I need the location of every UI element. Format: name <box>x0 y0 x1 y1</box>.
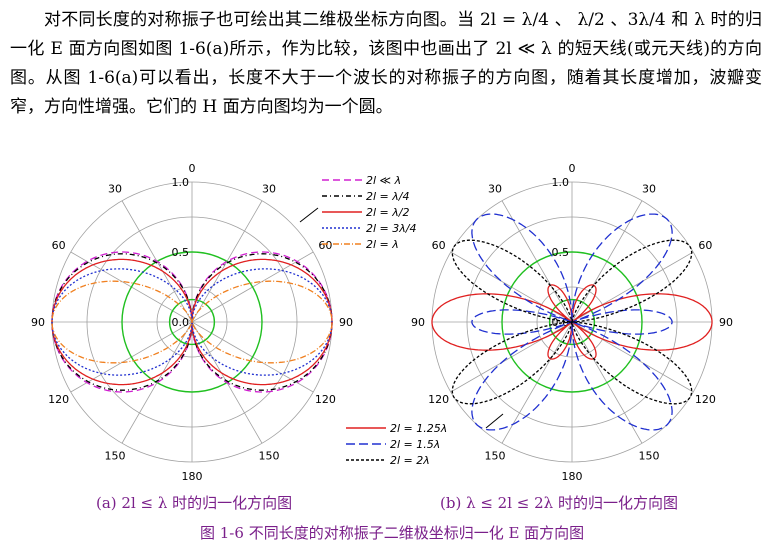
radius-tick-label: 0.0 <box>172 316 190 329</box>
green-reference-circle <box>501 251 643 393</box>
caption-b: (b) λ ≤ 2l ≤ 2λ 时的归一化方向图 <box>440 494 678 512</box>
angle-tick-label: 30 <box>108 183 122 196</box>
angle-tick-label: 30 <box>642 183 656 196</box>
angle-tick-label: 60 <box>432 239 446 252</box>
legend-pointer <box>299 207 319 223</box>
angle-tick-label: 60 <box>698 239 712 252</box>
body-paragraph: 对不同长度的对称振子也可绘出其二维极坐标方向图。当 2l = λ/4 、 λ/2… <box>10 6 762 122</box>
legend-entry: 2l = λ/4 <box>366 190 409 203</box>
angle-tick-label: 90 <box>339 316 353 329</box>
figure-area: 0 30 60 90 120 150 180 150 120 90 60 30 0.0 0.5 1.0 0 3… <box>0 160 771 551</box>
legend-entry: 2l = λ <box>366 238 399 251</box>
legend-entry: 2l = 1.5λ <box>390 438 440 451</box>
caption-a: (a) 2l ≤ λ 时的归一化方向图 <box>96 494 293 512</box>
legend-a: 2l ≪ λ 2l = λ/4 2l = λ/2 2l = 3λ/4 2l = λ <box>299 174 416 251</box>
angle-tick-label: 90 <box>31 316 45 329</box>
polar-figures: 0 30 60 90 120 150 180 150 120 90 60 30 0.0 0.5 1.0 0 3… <box>31 162 733 483</box>
radius-tick-label: 0.5 <box>172 246 190 259</box>
angle-tick-label: 120 <box>428 393 449 406</box>
radius-tick-label: 1.0 <box>172 176 190 189</box>
angle-tick-label: 0 <box>189 162 196 175</box>
legend-entry: 2l = 2λ <box>390 454 430 467</box>
legend-entry: 2l = 1.25λ <box>390 422 447 435</box>
legend-b: 2l = 1.25λ 2l = 1.5λ 2l = 2λ <box>346 413 504 467</box>
paragraph-text: 对不同长度的对称振子也可绘出其二维极坐标方向图。当 2l = λ/4 、 λ/2… <box>10 10 762 117</box>
legend-entry: 2l = λ/2 <box>366 206 409 219</box>
angle-tick-label: 90 <box>719 316 733 329</box>
angle-tick-label: 150 <box>485 449 506 462</box>
angle-tick-label: 180 <box>562 470 583 483</box>
angle-tick-label: 150 <box>259 449 280 462</box>
green-reference-circle <box>121 251 263 393</box>
polar-plot-a: 0 30 60 90 120 150 180 150 120 90 60 30 0.0 0.5 1.0 <box>31 162 353 483</box>
pattern-2-wave <box>451 239 693 405</box>
angle-tick-label: 120 <box>48 393 69 406</box>
angle-tick-label: 150 <box>105 449 126 462</box>
figure-caption: 图 1-6 不同长度的对称振子二维极坐标归一化 E 面方向图 <box>200 524 585 542</box>
green-small-circle <box>548 298 596 346</box>
angle-tick-label: 30 <box>488 183 502 196</box>
pattern-full-wave <box>51 280 333 364</box>
legend-entry: 2l ≪ λ <box>366 174 401 187</box>
angle-tick-label: 0 <box>569 162 576 175</box>
angle-tick-label: 60 <box>318 239 332 252</box>
angle-tick-label: 30 <box>262 183 276 196</box>
angle-tick-label: 120 <box>695 393 716 406</box>
radius-tick-label: 0.5 <box>552 246 570 259</box>
legend-pointer <box>485 413 504 429</box>
legend-entry: 2l = 3λ/4 <box>366 222 416 235</box>
angle-tick-label: 60 <box>52 239 66 252</box>
angle-tick-label: 120 <box>315 393 336 406</box>
green-small-circle <box>168 298 216 346</box>
angle-tick-label: 90 <box>411 316 425 329</box>
angle-tick-label: 150 <box>639 449 660 462</box>
radius-tick-label: 1.0 <box>552 176 570 189</box>
angle-tick-label: 180 <box>182 470 203 483</box>
